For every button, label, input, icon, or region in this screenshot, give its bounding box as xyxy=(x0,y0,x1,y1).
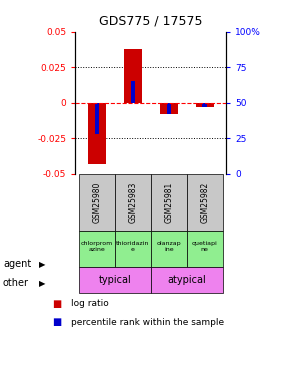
Bar xyxy=(79,174,115,231)
Text: quetiapi
ne: quetiapi ne xyxy=(192,242,218,252)
Bar xyxy=(187,174,223,231)
Text: agent: agent xyxy=(3,260,31,269)
Text: percentile rank within the sample: percentile rank within the sample xyxy=(71,318,224,327)
Bar xyxy=(115,231,151,267)
Bar xyxy=(130,81,135,103)
Bar xyxy=(151,174,187,231)
Bar xyxy=(187,231,223,267)
Bar xyxy=(151,231,187,267)
Text: GSM25983: GSM25983 xyxy=(128,182,137,223)
Text: typical: typical xyxy=(99,274,131,285)
Text: olanzap
ine: olanzap ine xyxy=(156,242,181,252)
Bar xyxy=(79,231,115,267)
Text: atypical: atypical xyxy=(167,274,206,285)
Bar xyxy=(95,103,99,134)
Text: ■: ■ xyxy=(52,318,61,327)
Text: GDS775 / 17575: GDS775 / 17575 xyxy=(99,15,202,28)
Text: log ratio: log ratio xyxy=(71,299,109,308)
Text: thioridazin
e: thioridazin e xyxy=(116,242,150,252)
Text: chlorprom
azine: chlorprom azine xyxy=(81,242,113,252)
Text: GSM25982: GSM25982 xyxy=(200,182,209,223)
Bar xyxy=(124,49,142,103)
Text: GSM25980: GSM25980 xyxy=(93,182,102,223)
Bar xyxy=(88,103,106,164)
Bar xyxy=(166,103,171,114)
Bar xyxy=(196,103,214,107)
Text: ▶: ▶ xyxy=(39,260,46,269)
Bar xyxy=(160,103,178,114)
Text: other: other xyxy=(3,278,29,288)
Text: GSM25981: GSM25981 xyxy=(164,182,173,223)
Text: ■: ■ xyxy=(52,299,61,309)
Text: ▶: ▶ xyxy=(39,279,46,288)
Bar xyxy=(79,267,151,292)
Bar xyxy=(151,267,223,292)
Bar xyxy=(202,103,207,107)
Bar xyxy=(115,174,151,231)
